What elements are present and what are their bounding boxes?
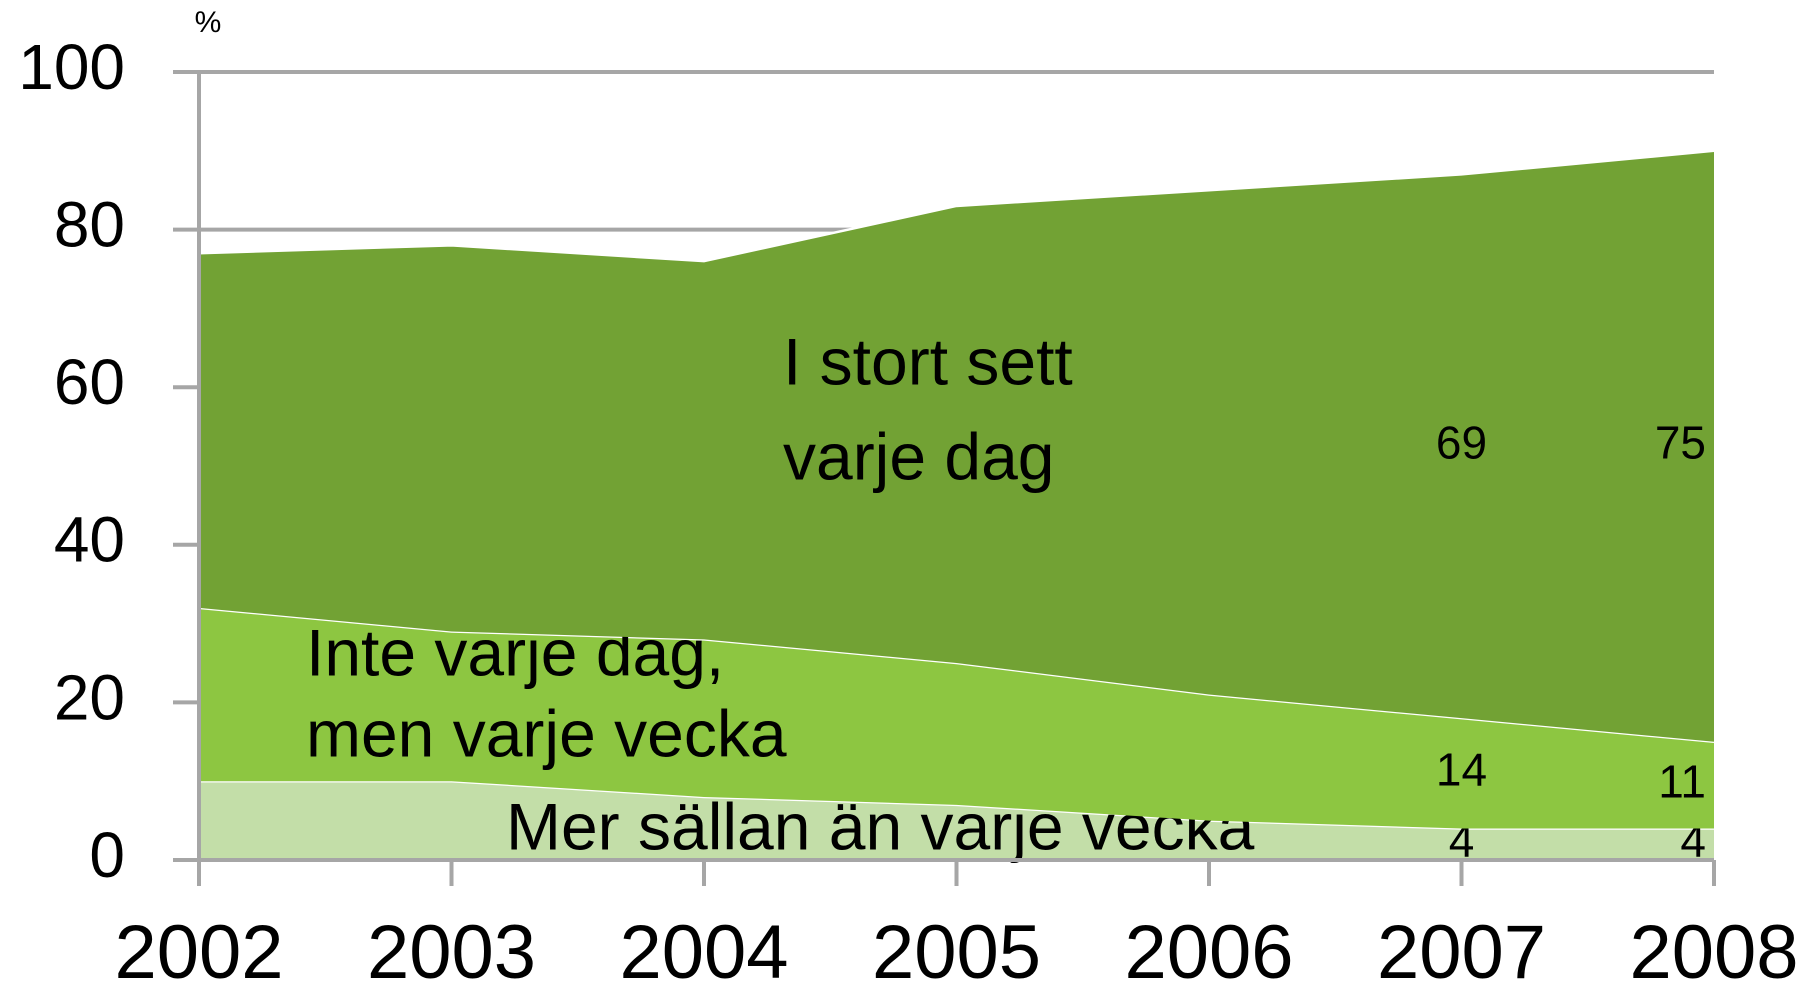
y-axis-label: % <box>195 6 222 39</box>
x-tick-label: 2003 <box>367 910 536 995</box>
x-tick-label: 2002 <box>114 910 283 995</box>
y-tick-label: 80 <box>54 189 125 261</box>
area-edge <box>198 149 1715 263</box>
value-label: 75 <box>1655 416 1706 468</box>
x-tick-label: 2007 <box>1377 910 1546 995</box>
area <box>199 607 1714 829</box>
y-tick-label: 40 <box>54 504 125 576</box>
series-label: varje dag <box>783 419 1055 493</box>
series-label: men varje vecka <box>306 696 787 770</box>
y-tick-label: 100 <box>18 31 125 103</box>
x-tick-label: 2005 <box>872 910 1041 995</box>
value-label: 11 <box>1658 755 1706 807</box>
x-tick-label: 2004 <box>619 910 788 995</box>
x-tick-label: 2006 <box>1124 910 1293 995</box>
y-tick-label: 20 <box>54 661 125 733</box>
value-label: 69 <box>1436 416 1487 468</box>
series-label: I stort sett <box>783 324 1073 398</box>
y-tick-label: 0 <box>89 819 125 891</box>
x-tick-label: 2008 <box>1629 910 1798 995</box>
value-label: 14 <box>1436 743 1487 795</box>
area <box>199 150 1714 742</box>
y-tick-label: 60 <box>54 346 125 418</box>
area <box>199 781 1714 860</box>
